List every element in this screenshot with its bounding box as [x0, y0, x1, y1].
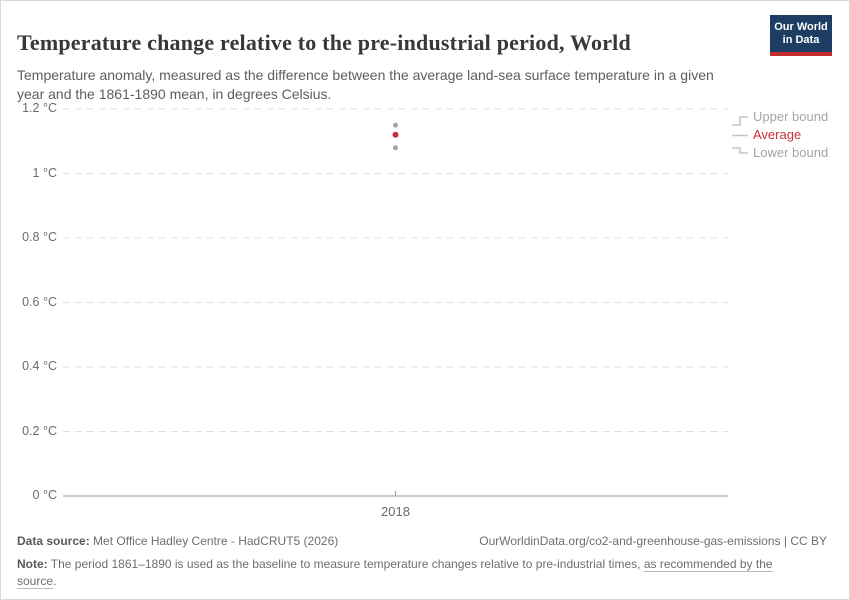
y-axis-tick-label: 1.2 °C	[22, 101, 57, 115]
datasource-value: Met Office Hadley Centre - HadCRUT5 (202…	[89, 534, 339, 548]
note-source-link[interactable]: as recommended by the source	[17, 557, 773, 588]
legend-connector-lower-bound	[732, 147, 748, 154]
legend-item-upper-bound[interactable]: Upper bound	[753, 109, 829, 124]
datasource-label: Data source:	[17, 534, 90, 548]
data-point-lower-bound[interactable]	[393, 145, 398, 151]
chart-title: Temperature change relative to the pre-i…	[17, 29, 631, 55]
note-suffix: .	[53, 574, 57, 588]
data-point-average[interactable]	[392, 131, 399, 138]
owid-logo[interactable]: Our World in Data	[770, 15, 832, 56]
legend-item-lower-bound[interactable]: Lower bound	[753, 145, 829, 160]
attribution-link[interactable]: OurWorldinData.org/co2-and-greenhouse-ga…	[479, 534, 781, 548]
owid-logo-line1: Our World	[774, 21, 828, 33]
legend-item-average[interactable]: Average	[753, 127, 802, 142]
legend-connector-upper-bound	[732, 116, 748, 126]
y-axis-tick-label: 0.6 °C	[22, 294, 57, 309]
chart-footer: Data source: Met Office Hadley Centre - …	[17, 533, 827, 590]
attribution-license: | CC BY	[780, 534, 827, 548]
chart-subtitle: Temperature anomaly, measured as the dif…	[17, 67, 714, 102]
y-axis-tick-label: 0.4 °C	[22, 359, 57, 373]
note-text: The period 1861–1890 is used as the base…	[47, 557, 644, 571]
datasource: Data source: Met Office Hadley Centre - …	[17, 533, 338, 549]
attribution: OurWorldinData.org/co2-and-greenhouse-ga…	[479, 533, 827, 549]
y-axis-tick-label: 0.2 °C	[22, 423, 57, 438]
data-point-upper-bound[interactable]	[393, 122, 398, 128]
y-axis-tick-label: 0.8 °C	[22, 230, 57, 244]
note-label: Note:	[17, 557, 48, 571]
x-axis-tick-label: 2018	[381, 504, 410, 519]
y-axis-tick-label: 1 °C	[32, 165, 57, 180]
y-axis-tick-label: 0 °C	[32, 488, 57, 502]
owid-logo-line2: in Data	[782, 34, 820, 46]
note-row: Note: The period 1861–1890 is used as th…	[17, 556, 783, 590]
datasource-row: Data source: Met Office Hadley Centre - …	[17, 533, 827, 549]
